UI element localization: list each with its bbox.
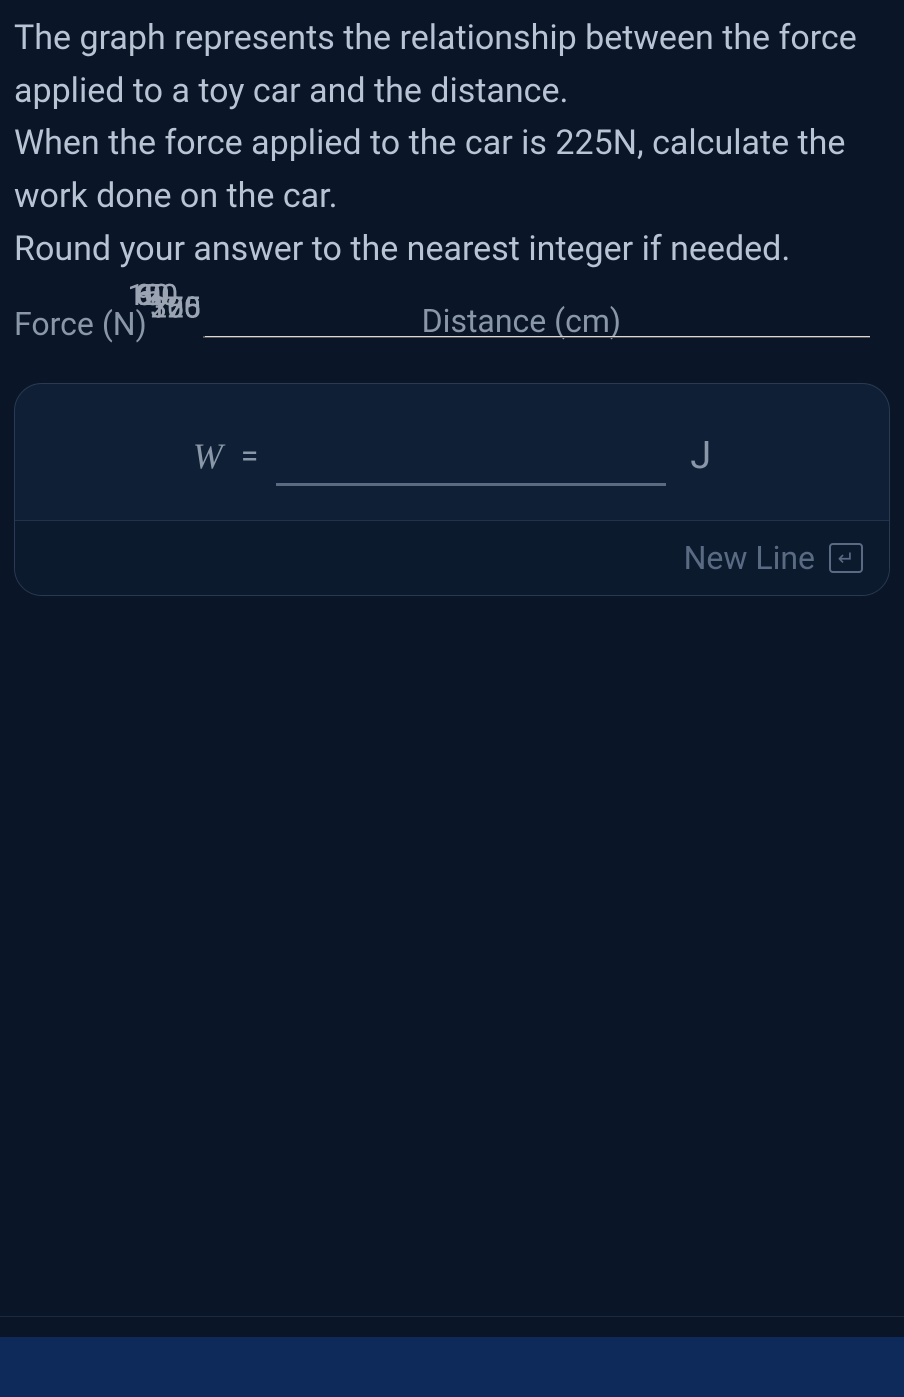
divider [0,1316,904,1317]
question-paragraph-3: Round your answer to the nearest integer… [14,223,890,276]
answer-row: W = J [15,384,889,520]
variable-w: W [193,435,223,477]
question-paragraph-1: The graph represents the relationship be… [14,12,890,117]
bottom-bar [0,1337,904,1397]
x-axis-label: Distance (cm) [153,302,890,340]
newline-button[interactable]: New Line ↵ [15,520,889,595]
chart-container: Force (N) 375 300 225 150 75 0 0 30 60 9… [14,305,890,343]
newline-label: New Line [684,539,815,577]
equals-sign: = [241,437,259,475]
unit-label: J [690,434,711,478]
x-tick-150: 150 [127,278,178,313]
enter-icon: ↵ [829,543,863,573]
plot-area [203,336,870,338]
answer-input[interactable] [276,426,666,486]
answer-panel: W = J New Line ↵ [14,383,890,596]
y-tick-0: 0 [184,291,201,326]
question-paragraph-2: When the force applied to the car is 225… [14,117,890,222]
